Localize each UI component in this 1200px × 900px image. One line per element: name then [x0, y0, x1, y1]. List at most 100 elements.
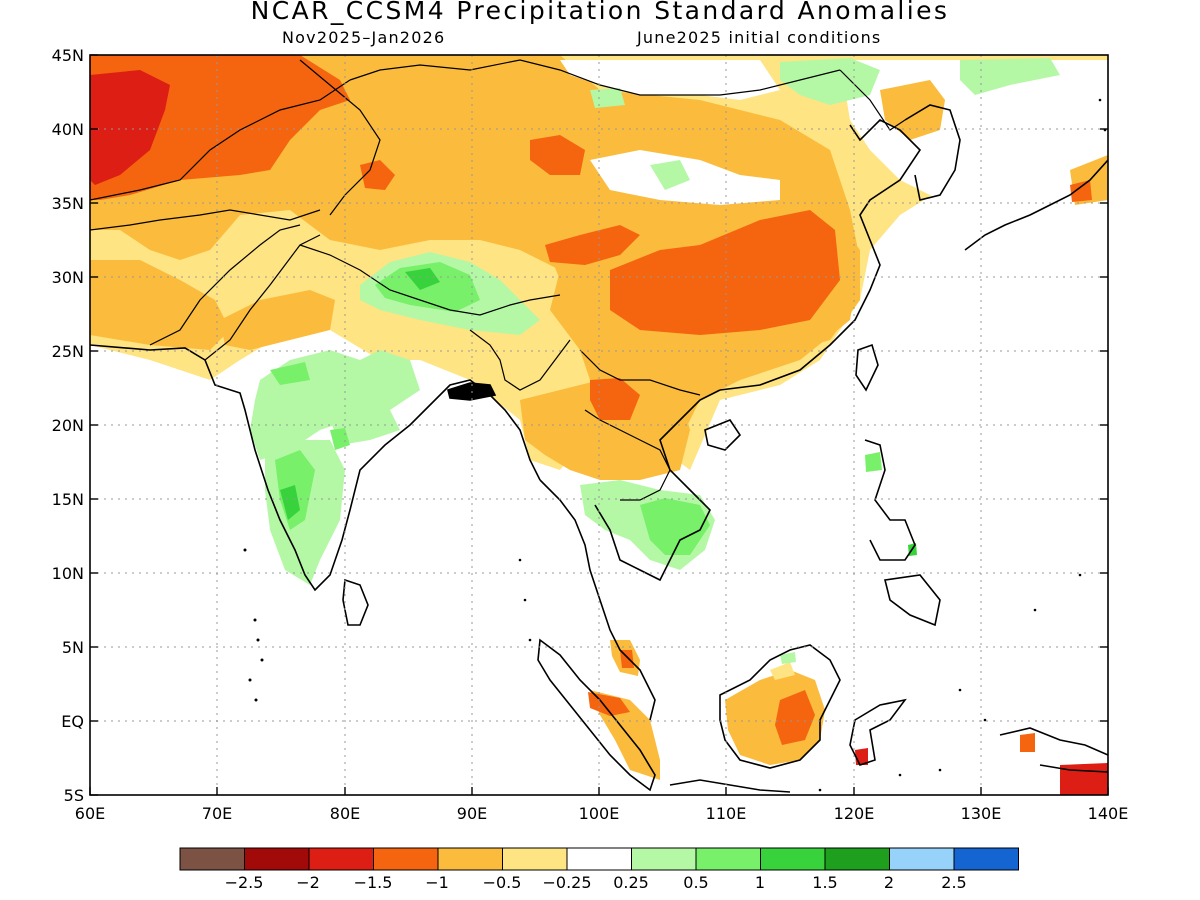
- colorbar-label: −1.5: [354, 873, 393, 892]
- coast-korea: [904, 104, 961, 201]
- colorbar-label: −2: [296, 873, 320, 892]
- anomaly-dry-india-orange: [220, 290, 335, 350]
- coast-borneo: [719, 644, 841, 769]
- coast-gulf-of-thailand: [594, 389, 721, 582]
- anomaly-dry-new-guinea: [1060, 763, 1108, 795]
- coast-java: [669, 779, 791, 793]
- colorbar-swatch: [695, 847, 761, 871]
- y-tick-label: 30N: [52, 268, 84, 287]
- coast-malay-peninsula: [539, 479, 656, 721]
- tick-marks: [89, 54, 1109, 796]
- coast-taiwan: [855, 343, 879, 392]
- anomaly-wet-philippines: [865, 452, 882, 472]
- colorbar-swatch: [953, 847, 1019, 871]
- map-title: NCAR_CCSM4 Precipitation Standard Anomal…: [250, 0, 950, 25]
- coast-sri-lanka: [342, 578, 369, 626]
- anomaly-wet-nepal: [405, 268, 440, 290]
- anomaly-wet-western-ghats: [280, 485, 300, 520]
- anomaly-dry-china-core: [610, 210, 840, 335]
- y-tick-label: 5S: [64, 786, 84, 805]
- coast-sulawesi: [849, 698, 907, 766]
- anomaly-dry-indochina: [520, 375, 690, 480]
- anomaly-wet-cambodia-core: [640, 498, 710, 555]
- colorbar-swatch: [437, 847, 503, 871]
- y-tick-label: 5N: [62, 638, 84, 657]
- colorbar-label: −1: [425, 873, 449, 892]
- colorbar-label: −2.5: [225, 873, 264, 892]
- colorbar-swatch: [502, 847, 568, 871]
- y-tick-label: 40N: [52, 120, 84, 139]
- x-tick-label: 120E: [834, 804, 875, 823]
- x-tick-label: 110E: [706, 804, 747, 823]
- x-tick-label: 60E: [75, 804, 105, 823]
- x-tick-label: 130E: [961, 804, 1002, 823]
- anomaly-shading: [90, 55, 1108, 795]
- anomaly-wet-northeast-2: [960, 58, 1060, 95]
- anomaly-dry-korea: [880, 80, 945, 140]
- colorbar-label: 0.5: [683, 873, 708, 892]
- initial-conditions: June2025 initial conditions: [637, 28, 882, 47]
- colorbar-swatch: [824, 847, 890, 871]
- anomaly-dry-borneo-core: [775, 690, 815, 745]
- coast-new-guinea-south: [1039, 764, 1108, 773]
- y-tick-label: 25N: [52, 342, 84, 361]
- y-tick-label: EQ: [61, 712, 84, 731]
- y-tick-label: 45N: [52, 46, 84, 65]
- anomaly-dry-borneo-north: [770, 662, 795, 680]
- y-axis-labels: 5S EQ 5N 10N 15N 20N 25N 30N 35N 40N 45N: [52, 46, 84, 805]
- anomaly-dry-taklamakan-core: [530, 135, 585, 175]
- border-himalaya: [299, 244, 561, 316]
- border-central-asia: [90, 79, 351, 201]
- anomaly-dry-maluku: [1020, 733, 1035, 752]
- colorbar: −2.5 −2 −1.5 −1 −0.5 −0.25 0.25 0.5 1 1.…: [179, 847, 1019, 892]
- x-tick-label: 90E: [457, 804, 487, 823]
- colorbar-swatch: [244, 847, 310, 871]
- y-tick-label: 35N: [52, 194, 84, 213]
- coast-new-guinea: [999, 727, 1108, 756]
- border-northeast-india: [469, 329, 571, 391]
- coast-luzon: [864, 439, 916, 561]
- colorbar-label: −0.5: [483, 873, 522, 892]
- colorbar-label: 1: [755, 873, 765, 892]
- anomaly-wet-mongolia: [590, 88, 625, 108]
- colorbar-swatch: [760, 847, 826, 871]
- x-tick-label: 80E: [330, 804, 360, 823]
- anomaly-dry-northwest-core: [90, 70, 170, 185]
- colorbar-swatch: [631, 847, 697, 871]
- anomaly-wet-india-central-core: [270, 362, 310, 385]
- anomaly-normal-mongolia: [560, 60, 780, 100]
- coast-sumatra: [537, 638, 656, 792]
- coast-china: [719, 119, 922, 391]
- anomaly-dry-japan-core: [1070, 180, 1092, 202]
- border-russia-china: [839, 69, 906, 131]
- grid-lines: [90, 55, 1108, 795]
- border-afghanistan: [90, 209, 321, 231]
- anomaly-dry-laos: [590, 378, 640, 420]
- anomaly-wet-north-china: [650, 160, 690, 190]
- y-tick-label: 20N: [52, 416, 84, 435]
- anomaly-wet-borneo-north: [780, 652, 796, 664]
- x-tick-label: 70E: [202, 804, 232, 823]
- border-mongolia: [349, 59, 841, 96]
- x-axis-labels: 60E 70E 80E 90E 100E 110E 120E 130E 140E: [75, 804, 1129, 823]
- colorbar-label: 2: [884, 873, 894, 892]
- x-tick-label: 100E: [579, 804, 620, 823]
- colorbar-swatch: [566, 847, 632, 871]
- colorbar-label: −0.25: [542, 873, 591, 892]
- colorbar-label: 0.25: [613, 873, 649, 892]
- colorbar-swatch: [373, 847, 439, 871]
- coast-mindanao: [884, 574, 941, 627]
- colorbar-swatch: [179, 847, 245, 871]
- colorbar-label: 1.5: [812, 873, 837, 892]
- border-pakistan: [149, 224, 301, 346]
- border-thailand: [584, 409, 671, 501]
- colorbar-label: 2.5: [941, 873, 966, 892]
- colorbar-swatch: [889, 847, 955, 871]
- anomaly-dry-gobi-core: [360, 160, 395, 190]
- y-tick-label: 10N: [52, 564, 84, 583]
- anomaly-wet-india-east: [330, 410, 400, 445]
- border-china-indochina: [579, 349, 701, 396]
- coast-japan: [964, 159, 1108, 251]
- colorbar-swatch: [308, 847, 374, 871]
